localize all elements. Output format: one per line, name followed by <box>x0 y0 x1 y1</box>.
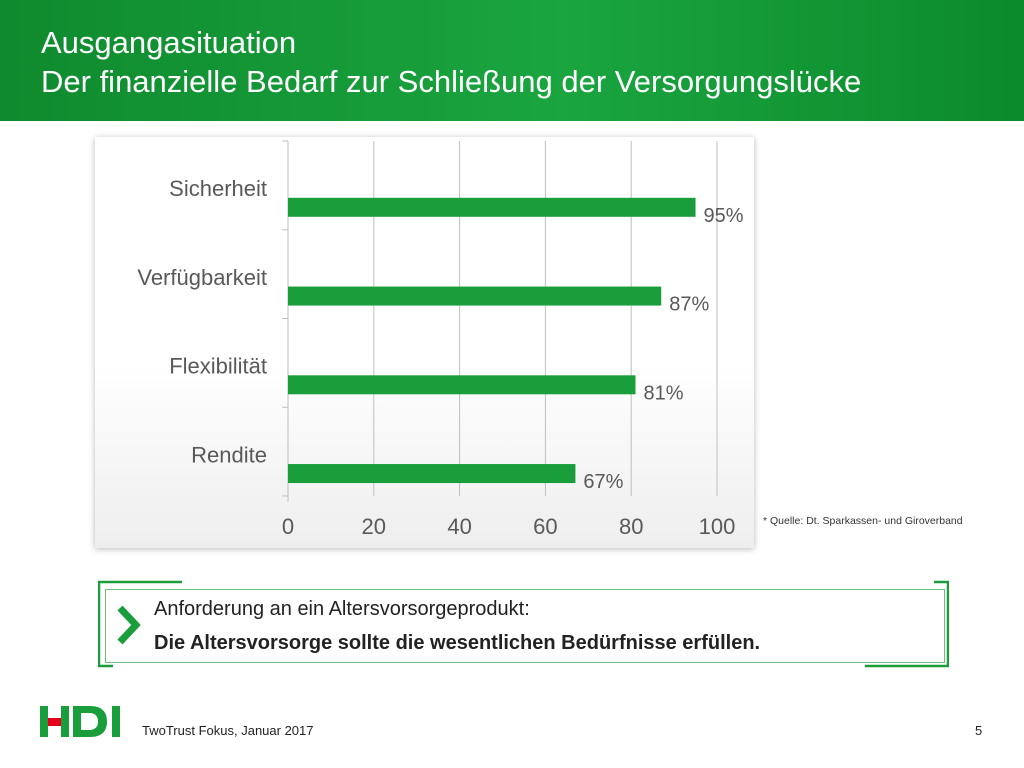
x-tick-label-0: 0 <box>282 514 294 539</box>
data-label-3: 67% <box>583 471 623 493</box>
data-label-2: 81% <box>643 382 683 404</box>
slide-title-line-2: Der finanzielle Bedarf zur Schließung de… <box>41 64 862 99</box>
data-label-1: 87% <box>669 294 709 316</box>
source-note: * Quelle: Dt. Sparkassen- und Giroverban… <box>763 515 963 527</box>
chevron-right-icon <box>117 605 141 645</box>
requirement-heading: Anforderung an ein Altersvorsorgeprodukt… <box>154 598 530 620</box>
footer-text: TwoTrust Fokus, Januar 2017 <box>142 723 314 738</box>
x-tick-label-1: 20 <box>362 514 386 539</box>
x-tick-label-4: 80 <box>619 514 643 539</box>
chart-svg: Sicherheit 95% Verfügbarkeit 87% Flexibilitä… <box>137 140 744 539</box>
bar-0 <box>288 197 696 217</box>
slide-title-line-1: Ausgangasituation <box>41 25 297 60</box>
requirement-box: Anforderung an ein Altersvorsorgeprodukt… <box>105 589 945 663</box>
data-label-0: 95% <box>704 205 744 227</box>
bar-chart: Sicherheit 95% Verfügbarkeit 87% Flexibilitä… <box>95 137 754 548</box>
category-label-1: Verfügbarkeit <box>137 265 267 290</box>
x-tick-label-3: 60 <box>533 514 557 539</box>
category-label-3: Rendite <box>191 442 267 467</box>
bar-3 <box>288 464 576 484</box>
category-label-0: Sicherheit <box>169 176 267 201</box>
bar-2 <box>288 375 636 395</box>
requirement-frame <box>98 580 949 668</box>
header-banner: Ausgangasituation Der finanzielle Bedarf… <box>0 0 1024 121</box>
x-tick-label-5: 100 <box>699 514 736 539</box>
x-tick-label-2: 40 <box>447 514 471 539</box>
page-number: 5 <box>975 723 983 738</box>
category-label-2: Flexibilität <box>169 354 267 379</box>
hdi-logo <box>40 706 120 737</box>
requirement-statement: Die Altersvorsorge sollte die wesentlich… <box>154 632 761 654</box>
bar-1 <box>288 286 662 306</box>
